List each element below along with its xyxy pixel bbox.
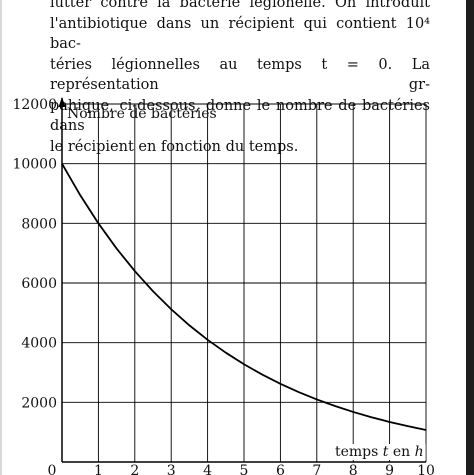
x-axis-label: temps t en h <box>335 444 424 460</box>
x-tick-label-3: 3 <box>167 463 176 475</box>
statement-line-4: pahique, ci-dessous, donne le nombre de … <box>50 97 430 135</box>
x-axis-label-background <box>333 444 426 460</box>
chart-grid <box>62 103 427 462</box>
y-axis-arrow <box>58 97 66 107</box>
window-left-edge <box>0 0 2 475</box>
y-tick-label-12000: 12000 <box>12 97 57 113</box>
y-tick-label-8000: 8000 <box>21 216 57 232</box>
chart-axes <box>58 97 426 463</box>
chart-series <box>61 163 427 431</box>
x-tick-label-8: 8 <box>349 463 358 475</box>
x-tick-label-4: 4 <box>203 463 212 475</box>
y-axis-label: Nombre de bactéries <box>67 106 217 122</box>
x-tick-label-0: 0 <box>48 463 57 475</box>
statement-line-1: lutter contre la bactérie légionelle. On… <box>50 0 430 11</box>
problem-statement: lutter contre la bactérie légionelle. On… <box>50 0 430 157</box>
x-tick-label-9: 9 <box>385 463 394 475</box>
y-tick-label-2000: 2000 <box>21 395 57 411</box>
window-right-edge <box>466 0 474 475</box>
x-tick-label-10: 10 <box>417 463 435 475</box>
statement-line-2: l'antibiotique dans un récipient qui con… <box>50 15 430 53</box>
chart-tick-labels: 0 1 2 3 4 5 6 7 8 9 10 2000 4000 6000 8000 10000 12000 <box>12 97 434 475</box>
statement-line-5: le récipient en fonction du temps. <box>50 138 299 155</box>
statement-line-3: téries légionnelles au temps t = 0. La r… <box>50 56 430 94</box>
x-tick-label-1: 1 <box>94 463 103 475</box>
decay-curve-line <box>61 163 427 431</box>
y-tick-label-6000: 6000 <box>21 276 57 292</box>
x-tick-label-6: 6 <box>276 463 285 475</box>
x-tick-label-5: 5 <box>240 463 249 475</box>
y-tick-label-10000: 10000 <box>12 157 57 173</box>
x-tick-label-2: 2 <box>130 463 139 475</box>
x-tick-label-7: 7 <box>312 463 321 475</box>
y-tick-label-4000: 4000 <box>21 336 57 352</box>
